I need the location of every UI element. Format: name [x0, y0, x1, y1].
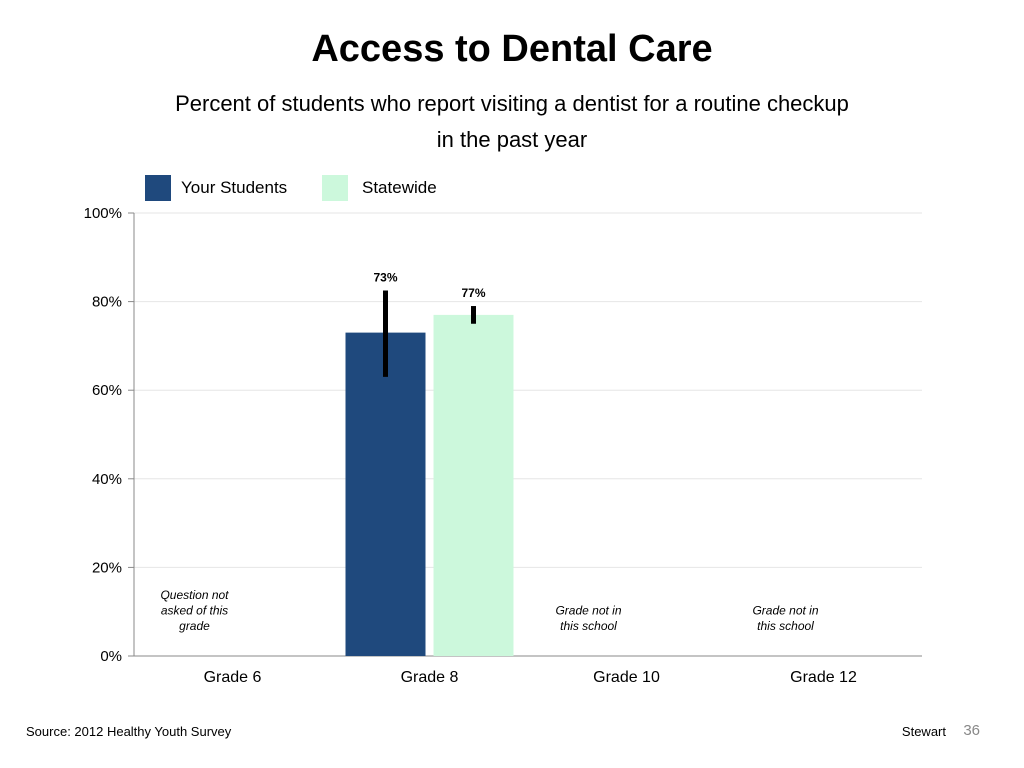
legend-item-statewide: Statewide	[322, 175, 437, 201]
y-tick-label: 100%	[84, 205, 122, 222]
x-tick-label: Grade 12	[790, 669, 857, 686]
data-label: 73%	[373, 271, 397, 285]
page-title: Access to Dental Care	[311, 28, 713, 70]
category-note: asked of this	[161, 604, 228, 618]
y-tick-label: 80%	[92, 294, 122, 311]
legend-label-your-students: Your Students	[181, 178, 288, 197]
legend-label-statewide: Statewide	[362, 178, 437, 197]
x-tick-label: Grade 10	[593, 669, 660, 686]
legend-swatch-your-students	[145, 175, 171, 201]
category-note: Grade not in	[555, 604, 621, 618]
y-tick-label: 0%	[100, 648, 122, 665]
subtitle-line-2: in the past year	[436, 127, 588, 152]
source-note: Source: 2012 Healthy Youth Survey	[26, 724, 232, 739]
category-note: this school	[757, 619, 814, 633]
y-tick-label: 20%	[92, 559, 122, 576]
y-tick-label: 60%	[92, 382, 122, 399]
category-note: Question not	[160, 588, 229, 602]
y-tick-label: 40%	[92, 471, 122, 488]
category-note: this school	[560, 619, 617, 633]
category-note: Grade not in	[752, 604, 818, 618]
page-number: 36	[963, 722, 980, 739]
legend-item-your-students: Your Students	[145, 175, 287, 201]
x-tick-label: Grade 6	[204, 669, 262, 686]
bar	[345, 332, 426, 656]
category-note: grade	[179, 619, 210, 633]
subtitle-line-1: Percent of students who report visiting …	[175, 91, 849, 116]
page-subtitle: Percent of students who report visiting …	[0, 86, 1024, 158]
author-name: Stewart	[901, 724, 946, 739]
bar	[433, 314, 514, 656]
x-tick-label: Grade 8	[401, 669, 459, 686]
legend-swatch-statewide	[322, 175, 348, 201]
data-label: 77%	[461, 286, 485, 300]
